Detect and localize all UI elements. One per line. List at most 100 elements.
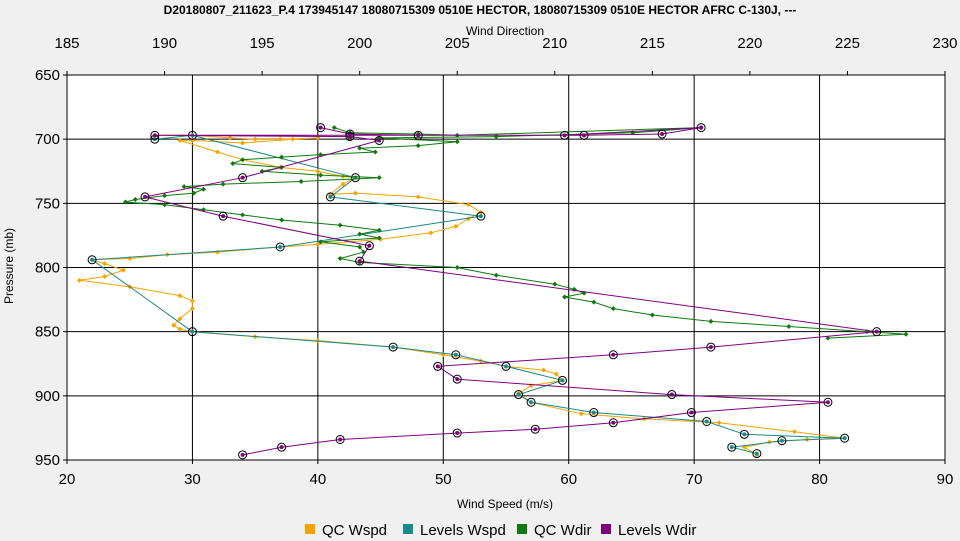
data-point	[325, 192, 335, 202]
data-point-center	[704, 419, 709, 424]
y-tick-label: 850	[35, 324, 60, 341]
data-point	[415, 143, 421, 149]
data-point	[706, 342, 716, 352]
data-point-center	[825, 400, 830, 405]
data-point	[903, 331, 909, 337]
data-point-center	[240, 452, 245, 457]
data-point	[428, 230, 434, 236]
data-series	[77, 123, 909, 460]
data-point	[454, 139, 460, 145]
y-tick-label: 950	[35, 452, 60, 469]
y-tick-label: 900	[35, 388, 60, 405]
data-point-center	[699, 125, 704, 130]
data-point	[189, 298, 195, 304]
top-tick-label: 225	[835, 35, 860, 52]
data-point-center	[516, 392, 521, 397]
bottom-tick-label: 20	[59, 471, 76, 488]
data-point	[562, 294, 568, 300]
data-point	[87, 255, 97, 265]
data-point-center	[779, 438, 784, 443]
data-point	[238, 450, 248, 460]
bottom-tick-label: 90	[937, 471, 954, 488]
bottom-tick-label: 70	[686, 471, 703, 488]
legend-swatch	[517, 524, 527, 534]
data-point-center	[689, 410, 694, 415]
data-point-center	[562, 133, 567, 138]
data-point-center	[591, 410, 596, 415]
data-point	[315, 241, 321, 247]
data-point	[189, 306, 195, 312]
data-point	[610, 306, 616, 312]
data-point	[374, 135, 384, 145]
bottom-tick-label: 50	[435, 471, 452, 488]
data-point	[177, 326, 183, 332]
data-point	[162, 193, 168, 199]
data-point	[872, 327, 882, 337]
data-point-center	[842, 436, 847, 441]
data-point	[177, 293, 183, 299]
bottom-tick-label: 40	[310, 471, 327, 488]
data-point	[335, 434, 345, 444]
data-point	[150, 130, 160, 140]
data-point	[162, 202, 168, 208]
data-point	[181, 184, 187, 190]
data-point	[123, 199, 129, 205]
top-tick-label: 200	[347, 35, 372, 52]
data-point	[786, 324, 792, 330]
data-point	[357, 244, 363, 250]
data-point	[493, 272, 499, 278]
data-point	[171, 322, 177, 328]
data-point	[177, 137, 183, 143]
data-point	[376, 227, 382, 233]
legend-swatch	[601, 524, 611, 534]
data-point	[277, 442, 287, 452]
data-point-center	[347, 134, 352, 139]
data-point	[591, 299, 597, 305]
data-point	[579, 130, 589, 140]
bottom-axis-label: Wind Speed (m/s)	[457, 497, 553, 511]
y-tick-label: 650	[35, 67, 60, 84]
data-point	[102, 273, 108, 279]
bottom-tick-label: 30	[184, 471, 201, 488]
data-point	[553, 371, 559, 377]
data-point	[279, 217, 285, 223]
data-point	[649, 312, 655, 318]
data-point	[318, 239, 324, 245]
data-point	[240, 212, 246, 218]
data-point-center	[742, 432, 747, 437]
data-point-center	[660, 132, 665, 137]
data-point	[340, 181, 346, 187]
data-point	[252, 136, 258, 142]
data-point	[275, 242, 285, 252]
data-point	[191, 190, 197, 196]
data-point-center	[90, 257, 95, 262]
data-point	[240, 140, 246, 146]
data-point	[220, 181, 226, 187]
data-point	[560, 130, 570, 140]
data-point-center	[582, 133, 587, 138]
data-point-center	[221, 214, 226, 219]
data-point	[337, 222, 343, 228]
data-point-center	[416, 133, 421, 138]
data-point-center	[611, 352, 616, 357]
data-point-center	[240, 175, 245, 180]
data-point	[823, 397, 833, 407]
data-point	[230, 161, 236, 167]
y-tick-label: 750	[35, 195, 60, 212]
top-axis-label: Wind Direction	[466, 24, 544, 38]
data-point-center	[455, 431, 460, 436]
top-tick-label: 230	[932, 35, 957, 52]
data-point	[77, 277, 83, 283]
data-point	[541, 367, 547, 373]
data-point-center	[874, 329, 879, 334]
data-point	[702, 417, 712, 426]
y-tick-label: 700	[35, 131, 60, 148]
data-point-center	[367, 243, 372, 248]
data-point	[452, 428, 462, 438]
data-point	[667, 390, 677, 400]
data-point	[840, 433, 850, 443]
data-point	[791, 429, 797, 435]
data-point	[315, 168, 321, 174]
data-point	[608, 418, 618, 428]
